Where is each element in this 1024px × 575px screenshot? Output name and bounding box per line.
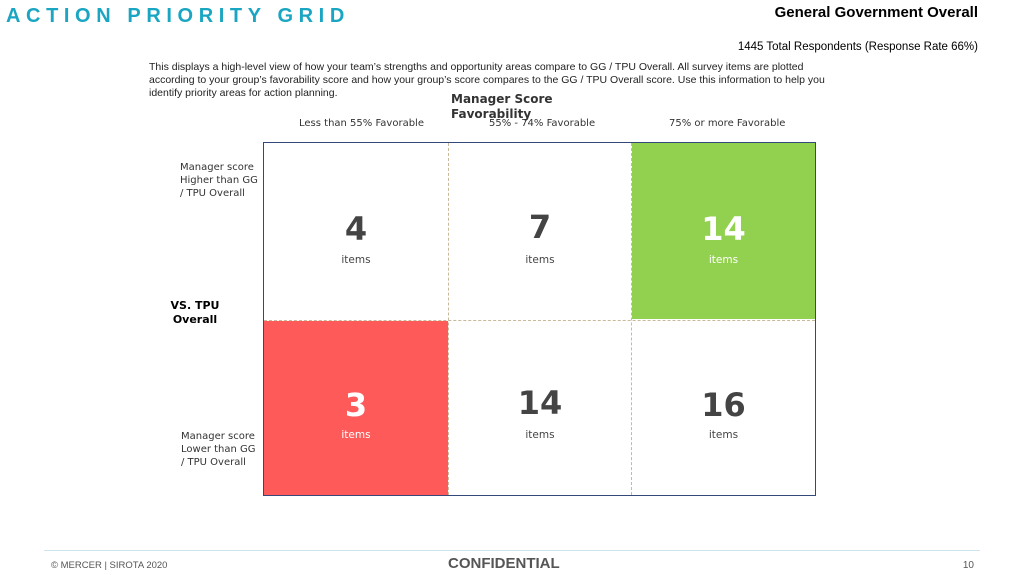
description-text: This displays a high-level view of how y… xyxy=(149,61,825,99)
cell-items-label: items xyxy=(341,429,371,441)
cell-items-label: items xyxy=(341,254,371,266)
page-number: 10 xyxy=(962,560,974,571)
cell-high-low-fav[interactable]: 4 items xyxy=(264,143,448,319)
favorability-title: Manager Score Favorability xyxy=(451,92,553,121)
footer-copyright: © MERCER | SIROTA 2020 xyxy=(51,560,168,571)
row-label-higher: Manager score Higher than GG / TPU Overa… xyxy=(180,162,258,199)
grid-divider-vertical xyxy=(631,143,632,495)
cell-low-low-fav[interactable]: 3 items xyxy=(264,321,448,495)
cell-low-mid-fav[interactable]: 14 items xyxy=(448,321,632,495)
cell-count: 4 xyxy=(344,210,368,248)
cell-high-mid-fav[interactable]: 7 items xyxy=(448,143,632,319)
row-label-lower: Manager score Lower than GG / TPU Overal… xyxy=(181,431,256,468)
respondents-count: 1445 Total Respondents (Response Rate 66… xyxy=(737,41,978,53)
cell-items-label: items xyxy=(525,429,555,441)
cell-items-label: items xyxy=(708,429,739,441)
footer-confidential: CONFIDENTIAL xyxy=(448,555,560,572)
cell-items-label: items xyxy=(525,254,555,266)
cell-items-label: items xyxy=(708,254,739,266)
cell-count: 7 xyxy=(528,208,552,246)
grid-divider-vertical xyxy=(448,143,449,495)
cell-count: 14 xyxy=(701,210,746,248)
cell-count: 14 xyxy=(517,384,563,422)
column-header-mid: 55% - 74% Favorable xyxy=(489,118,596,129)
row-label-vs: VS. TPU Overall xyxy=(170,299,220,326)
cell-count: 16 xyxy=(701,386,746,424)
cell-count: 3 xyxy=(344,386,368,424)
column-header-low: Less than 55% Favorable xyxy=(299,118,424,129)
org-name: General Government Overall xyxy=(774,4,978,21)
action-priority-grid: 4 items 7 items 14 items 3 items 14 item… xyxy=(263,142,816,496)
cell-low-high-fav[interactable]: 16 items xyxy=(632,321,815,495)
cell-high-high-fav[interactable]: 14 items xyxy=(632,143,815,319)
grid-divider-horizontal xyxy=(264,320,815,321)
footer-divider xyxy=(44,550,980,551)
page-title: ACTION PRIORITY GRID xyxy=(6,5,350,27)
column-header-high: 75% or more Favorable xyxy=(669,118,786,129)
